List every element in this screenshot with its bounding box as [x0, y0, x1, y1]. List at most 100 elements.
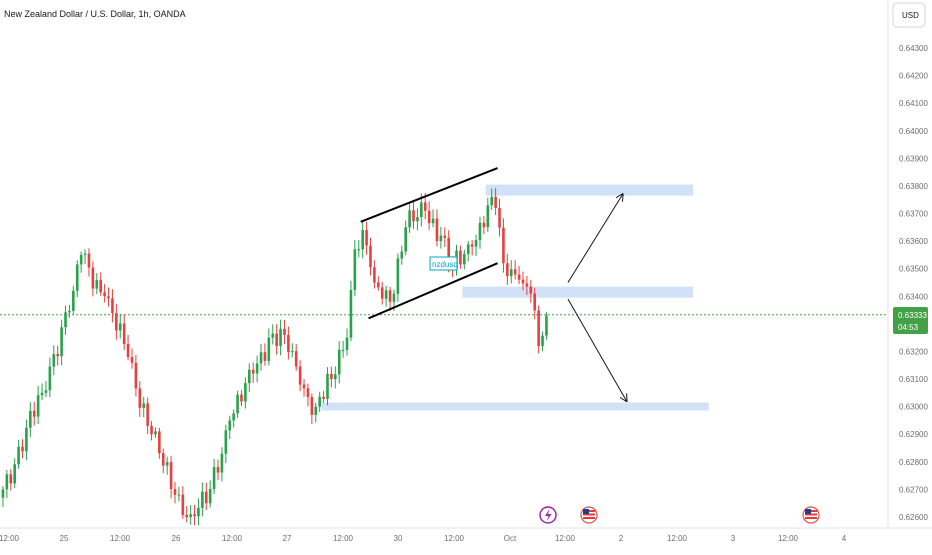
candle-body — [365, 230, 368, 246]
time-tick-label: 12:00 — [778, 534, 799, 543]
candle-body — [459, 250, 462, 265]
candle-body — [373, 267, 376, 283]
candle-body — [306, 388, 310, 398]
candle-body — [177, 494, 181, 496]
candle-body — [224, 430, 228, 454]
candle-body — [447, 237, 450, 263]
candle-body — [353, 249, 357, 290]
candle-body — [255, 363, 259, 374]
candle-body — [545, 315, 548, 336]
candle-body — [181, 494, 185, 515]
candle-body — [56, 354, 59, 357]
candle-body — [150, 425, 153, 435]
candle-body — [302, 384, 306, 389]
candle-body — [322, 396, 325, 399]
time-tick-label: 12:00 — [555, 534, 576, 543]
candle-body — [204, 491, 208, 504]
price-tick-label: 0.64100 — [899, 99, 928, 108]
candle-body — [1, 489, 5, 498]
currency-button[interactable]: USD — [892, 2, 926, 28]
candle-body — [396, 258, 400, 294]
candle-body — [247, 369, 251, 384]
candle-body — [357, 249, 361, 251]
lightning-event-icon[interactable] — [539, 506, 557, 524]
candle-body — [32, 410, 36, 417]
candle-body — [83, 253, 87, 255]
candle-body — [228, 420, 232, 431]
candle-body — [443, 235, 447, 238]
candle-body — [431, 218, 435, 224]
candle-body — [349, 289, 353, 338]
candle-body — [52, 354, 56, 367]
drawings[interactable] — [360, 167, 627, 401]
time-tick-label: 3 — [731, 534, 736, 543]
price-tick-label: 0.63900 — [899, 154, 928, 163]
current-price-badge: 0.63333 04:53 — [893, 307, 928, 334]
price-tick-label: 0.63600 — [899, 237, 928, 246]
symbol-annotation[interactable]: nzdusd — [429, 256, 458, 271]
candle-body — [392, 293, 396, 302]
candle-body — [111, 298, 114, 314]
candle-body — [72, 290, 75, 311]
candle-body — [95, 280, 99, 289]
candle-body — [21, 446, 24, 452]
projection-arrow — [567, 298, 627, 401]
candle-body — [486, 205, 490, 228]
candle-body — [541, 335, 544, 346]
candle-body — [490, 196, 494, 206]
us-flag-icon[interactable] — [580, 506, 598, 524]
candle-body — [423, 202, 427, 211]
candle-body — [494, 196, 497, 209]
time-tick-label: 30 — [394, 534, 403, 543]
price-tick-label: 0.63200 — [899, 347, 928, 356]
candle-body — [87, 253, 91, 268]
candle-body — [412, 210, 415, 222]
candle-body — [263, 352, 267, 361]
candle-body — [498, 208, 501, 228]
price-tick-label: 0.63700 — [899, 210, 928, 219]
candle-body — [439, 235, 443, 242]
candle-body — [533, 293, 537, 311]
candle-body — [251, 369, 255, 374]
candle-body — [122, 323, 126, 344]
us-flag-icon[interactable] — [802, 506, 820, 524]
candle-body — [75, 264, 79, 291]
price-tick-label: 0.62700 — [899, 485, 928, 494]
candle-body — [283, 328, 286, 335]
candle-body — [463, 253, 466, 265]
time-tick-label: 12:00 — [222, 534, 243, 543]
candle-body — [506, 263, 509, 277]
candle-body — [244, 383, 247, 402]
candle-body — [240, 394, 243, 402]
price-axis[interactable]: 0.64300 0.64200 0.64100 0.64000 0.63900 0.638… — [899, 44, 928, 522]
candle-body — [161, 453, 165, 466]
time-tick-label: 12:00 — [333, 534, 354, 543]
candle-body — [525, 283, 529, 287]
candle-body — [330, 373, 333, 380]
price-tick-label: 0.63500 — [899, 265, 928, 274]
price-tick-label: 0.64300 — [899, 44, 928, 53]
candle-body — [13, 464, 16, 484]
candle-body — [134, 362, 138, 389]
candle-body — [529, 286, 533, 294]
candle-body — [236, 394, 239, 414]
price-zone — [462, 286, 694, 298]
candle-body — [36, 395, 40, 417]
time-axis[interactable]: 12:00 25 12:00 26 12:00 27 12:00 30 12:00 Oct 12:0… — [0, 534, 847, 543]
supply-demand-zones[interactable] — [321, 184, 709, 411]
candle-body — [326, 373, 329, 399]
candle-body — [334, 374, 337, 380]
candle-body — [232, 413, 235, 421]
candle-body — [267, 337, 271, 361]
price-tick-label: 0.64200 — [899, 72, 928, 81]
candle-body — [146, 403, 149, 426]
price-tick-label: 0.64000 — [899, 127, 928, 136]
candle-body — [64, 312, 67, 328]
candle-body — [158, 431, 161, 454]
time-tick-label: 25 — [60, 534, 69, 543]
time-tick-label: 12:00 — [667, 534, 688, 543]
candle-body — [17, 446, 20, 465]
candle-body — [60, 327, 63, 357]
